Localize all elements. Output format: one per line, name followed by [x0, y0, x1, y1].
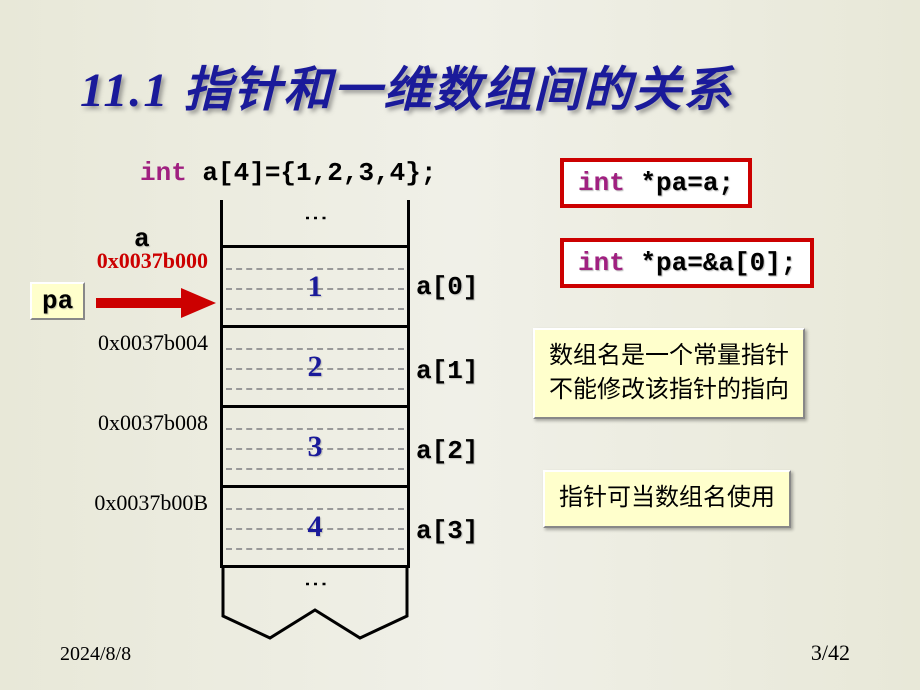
note-const-pointer: 数组名是一个常量指针 不能修改该指针的指向: [533, 328, 805, 419]
pa-variable-box: pa: [30, 282, 85, 320]
vdots-icon: ⋮: [301, 206, 329, 228]
note-line1: 数组名是一个常量指针: [549, 343, 789, 369]
code-text: *pa=&a[0];: [625, 248, 797, 278]
keyword-int: int: [578, 248, 625, 278]
address-0: 0x0037b000: [58, 248, 208, 274]
cell-value: 3: [223, 430, 407, 464]
keyword-int: int: [140, 158, 187, 188]
address-3: 0x0037b00B: [58, 490, 208, 516]
note-pointer-as-array: 指针可当数组名使用: [543, 470, 791, 528]
note-line2: 不能修改该指针的指向: [549, 377, 789, 403]
keyword-int: int: [578, 168, 625, 198]
arrow-icon: [96, 288, 216, 318]
slide-title: 11.1 指针和一维数组间的关系: [80, 50, 733, 120]
cell-value: 4: [223, 510, 407, 544]
memory-tail: ⋮: [220, 568, 410, 648]
code-text: *pa=a;: [625, 168, 734, 198]
footer-date: 2024/8/8: [60, 643, 131, 666]
cell-value: 1: [223, 270, 407, 304]
code-box-pa-a0: int *pa=&a[0];: [560, 238, 814, 288]
decl-rest: a[4]={1,2,3,4};: [187, 158, 437, 188]
footer-page: 3/42: [811, 640, 850, 666]
memory-cell-1: 2: [220, 328, 410, 408]
element-label-2: a[2]: [416, 436, 478, 466]
element-label-1: a[1]: [416, 356, 478, 386]
address-1: 0x0037b004: [58, 330, 208, 356]
vdots-icon: ⋮: [301, 572, 329, 594]
memory-top: ⋮: [220, 200, 410, 248]
memory-cell-0: 1: [220, 248, 410, 328]
note-text: 指针可当数组名使用: [559, 485, 775, 511]
element-label-0: a[0]: [416, 272, 478, 302]
memory-cell-3: 4: [220, 488, 410, 568]
memory-cell-2: 3: [220, 408, 410, 488]
address-2: 0x0037b008: [58, 410, 208, 436]
array-declaration: int a[4]={1,2,3,4};: [140, 158, 436, 188]
cell-value: 2: [223, 350, 407, 384]
memory-diagram: ⋮ 1 2 3 4 ⋮: [220, 200, 410, 648]
element-label-3: a[3]: [416, 516, 478, 546]
code-box-pa-a: int *pa=a;: [560, 158, 752, 208]
